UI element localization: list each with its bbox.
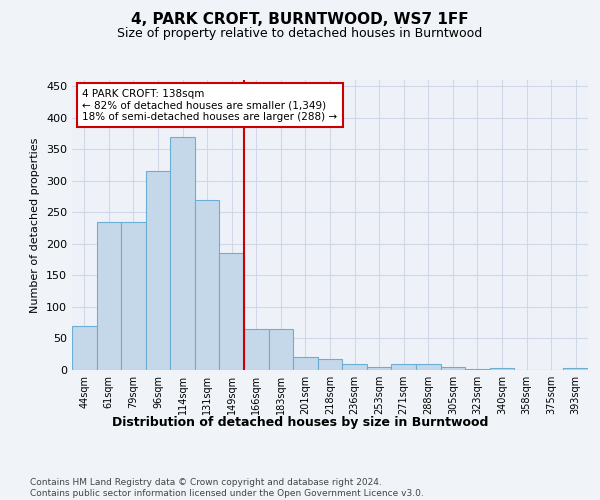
Bar [391,364,416,370]
Bar [170,136,195,370]
Bar [490,368,514,370]
Bar [72,326,97,370]
Bar [342,364,367,370]
Bar [318,358,342,370]
Bar [563,368,588,370]
Bar [97,222,121,370]
Bar [220,254,244,370]
Bar [146,172,170,370]
Bar [269,329,293,370]
Bar [416,364,440,370]
Text: Contains HM Land Registry data © Crown copyright and database right 2024.
Contai: Contains HM Land Registry data © Crown c… [30,478,424,498]
Bar [244,329,269,370]
Text: Distribution of detached houses by size in Burntwood: Distribution of detached houses by size … [112,416,488,429]
Bar [367,367,391,370]
Bar [195,200,220,370]
Bar [440,367,465,370]
Bar [121,222,146,370]
Y-axis label: Number of detached properties: Number of detached properties [31,138,40,312]
Text: 4, PARK CROFT, BURNTWOOD, WS7 1FF: 4, PARK CROFT, BURNTWOOD, WS7 1FF [131,12,469,28]
Text: 4 PARK CROFT: 138sqm
← 82% of detached houses are smaller (1,349)
18% of semi-de: 4 PARK CROFT: 138sqm ← 82% of detached h… [82,88,337,122]
Text: Size of property relative to detached houses in Burntwood: Size of property relative to detached ho… [118,28,482,40]
Bar [293,358,318,370]
